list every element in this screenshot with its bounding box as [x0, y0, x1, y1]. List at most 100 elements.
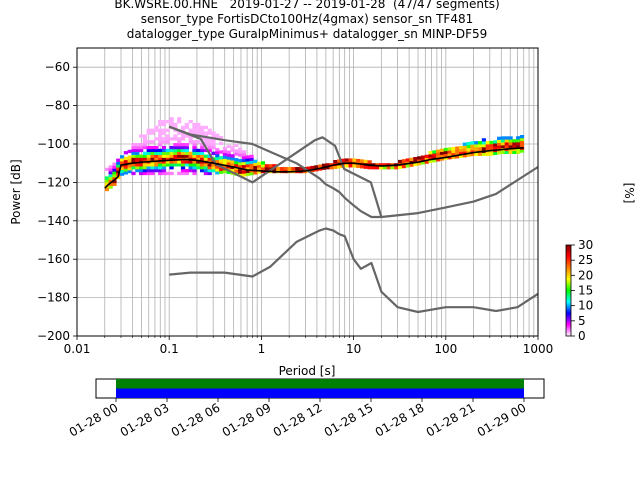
density-cell: [154, 151, 159, 155]
density-cell: [519, 137, 525, 142]
density-cell: [131, 154, 136, 158]
density-cell: [173, 122, 178, 127]
density-cell: [356, 164, 361, 168]
density-cell: [165, 120, 170, 124]
density-cell: [177, 120, 182, 124]
density-cell: [161, 131, 167, 135]
density-cell: [226, 144, 231, 149]
density-cell: [234, 143, 239, 147]
density-cell: [497, 142, 502, 146]
density-cell: [337, 159, 342, 163]
density-cell: [169, 145, 174, 150]
density-cell: [451, 155, 456, 159]
density-cell: [516, 141, 521, 146]
density-cell: [108, 173, 113, 178]
density-cell: [116, 164, 121, 168]
density-cell: [203, 163, 208, 167]
density-cell: [249, 166, 254, 170]
density-cell: [352, 164, 357, 168]
density-cell: [146, 168, 151, 173]
density-cell: [245, 155, 250, 159]
density-cell: [108, 168, 113, 172]
density-cell: [169, 157, 174, 161]
density-cell: [112, 174, 117, 178]
density-cell: [196, 125, 201, 130]
density-cell: [165, 128, 170, 132]
density-cell: [337, 165, 342, 169]
density-cell: [158, 122, 163, 127]
density-cell: [207, 137, 212, 141]
density-cell: [226, 170, 231, 175]
density-cell: [211, 145, 216, 150]
density-cell: [192, 128, 197, 132]
density-cell: [447, 147, 452, 151]
density-cell: [196, 160, 201, 164]
density-cell: [199, 154, 205, 158]
density-cell: [112, 162, 117, 166]
density-cell: [474, 146, 479, 151]
density-cell: [207, 157, 212, 161]
density-cell: [158, 131, 163, 135]
density-cell: [192, 151, 197, 155]
density-cell: [139, 168, 144, 173]
density-cell: [428, 159, 433, 163]
density-cell: [241, 153, 247, 157]
density-cell: [409, 157, 414, 162]
density-cell: [127, 169, 132, 174]
density-cell: [310, 165, 315, 170]
density-cell: [386, 166, 391, 170]
density-cell: [150, 154, 155, 158]
density-cell: [184, 151, 189, 155]
density-cell: [154, 145, 159, 150]
density-cell: [451, 149, 456, 154]
density-cell: [165, 140, 170, 144]
density-cell: [139, 166, 144, 170]
density-cell: [508, 139, 513, 143]
density-cell: [199, 157, 205, 161]
density-cell: [211, 163, 216, 167]
density-cell: [436, 155, 441, 159]
density-cell: [508, 136, 513, 140]
density-cell: [222, 169, 228, 174]
density-cell: [161, 160, 167, 164]
density-cell: [253, 165, 258, 169]
density-cell: [489, 152, 494, 156]
density-cell: [131, 166, 136, 170]
density-cell: [226, 153, 231, 157]
y-tick-label: −80: [45, 99, 70, 113]
x-axis-label: Period [s]: [279, 364, 336, 378]
density-cell: [173, 137, 178, 141]
density-cell: [398, 159, 403, 164]
density-cell: [150, 151, 155, 155]
density-cell: [123, 168, 129, 172]
density-cell: [226, 150, 231, 154]
density-cell: [241, 156, 247, 160]
density-cell: [226, 162, 231, 166]
density-cell: [203, 137, 208, 141]
colorbar-strip: [565, 244, 572, 337]
density-cell: [428, 153, 433, 158]
density-cell: [493, 143, 498, 147]
density-cell: [417, 159, 422, 163]
density-cell: [466, 147, 471, 152]
density-cell: [180, 151, 186, 155]
density-cell: [215, 153, 220, 158]
density-cell: [177, 163, 182, 167]
density-cell: [230, 162, 235, 167]
density-cell: [188, 120, 193, 124]
density-cell: [196, 148, 201, 153]
density-cell: [161, 157, 167, 161]
density-cell: [192, 171, 197, 176]
density-cell: [291, 167, 296, 171]
density-cell: [135, 157, 140, 161]
colorbar-tick-label: 20: [578, 268, 593, 282]
x-tick-label: 100: [434, 342, 457, 356]
density-cell: [192, 154, 197, 158]
density-cell: [188, 166, 193, 170]
density-cell: [260, 167, 266, 171]
density-cell: [500, 144, 506, 149]
density-cell: [420, 161, 426, 165]
